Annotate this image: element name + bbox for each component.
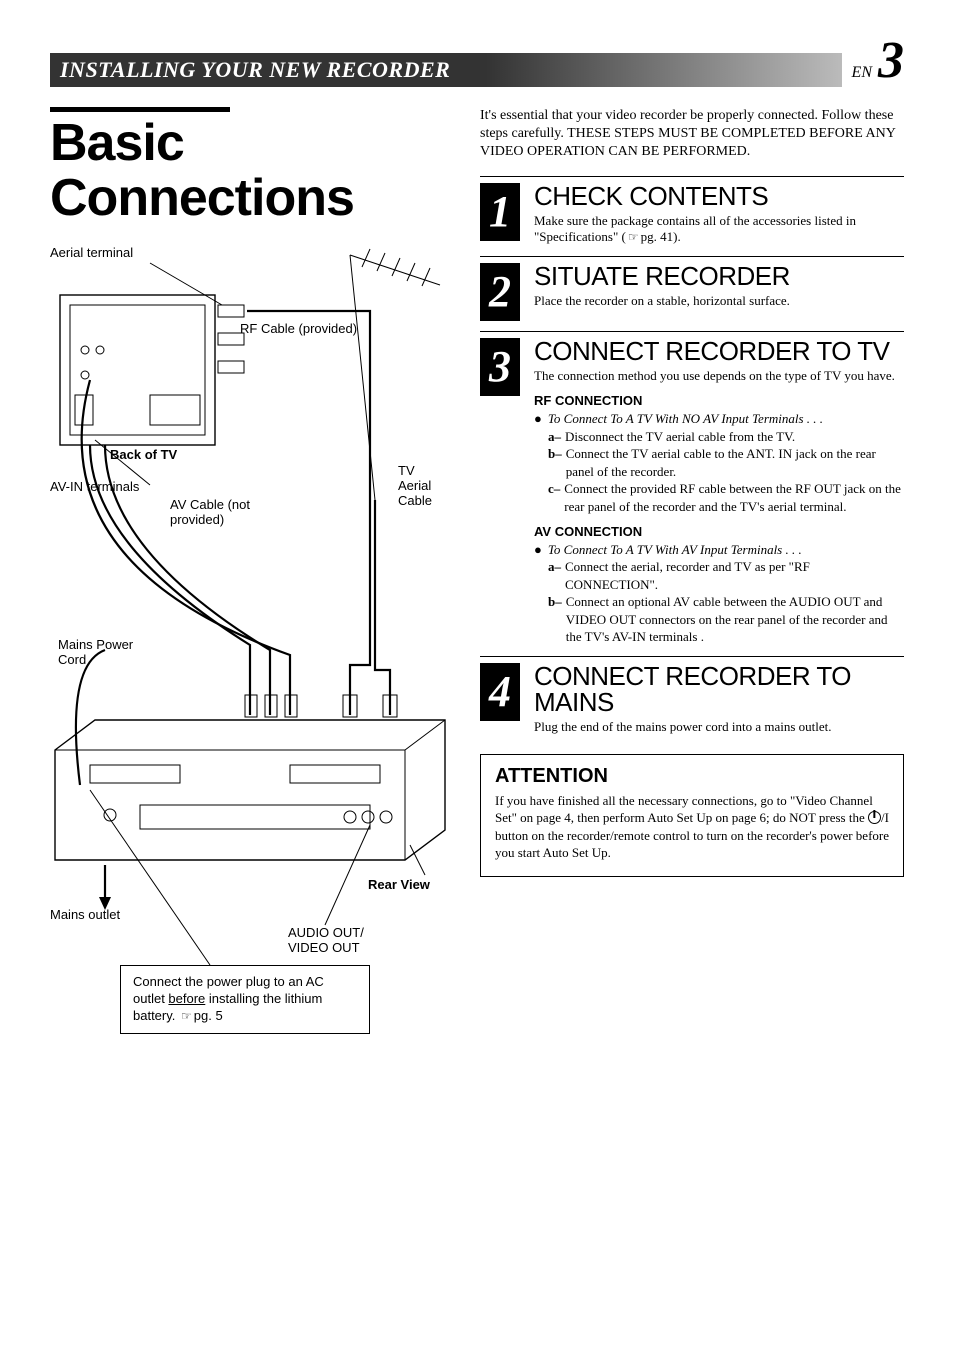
step1-pre: Make sure the package contains all of th… — [534, 213, 856, 245]
label-tv-aerial-cable: TV Aerial Cable — [398, 463, 448, 508]
label-aerial-terminal: Aerial terminal — [50, 245, 133, 260]
label-av-cable: AV Cable (not provided) — [170, 497, 270, 527]
bullet-icon: ● — [534, 541, 542, 559]
section-title: INSTALLING YOUR NEW RECORDER — [50, 53, 842, 87]
item-key: a– — [548, 558, 561, 593]
av-heading: AV CONNECTION — [534, 524, 904, 539]
attention-title: ATTENTION — [495, 765, 889, 788]
item-val: Connect the provided RF cable between th… — [564, 480, 904, 515]
item-val: Connect the TV aerial cable to the ANT. … — [566, 445, 904, 480]
step-text: The connection method you use depends on… — [534, 368, 904, 385]
left-column: Basic Connections — [50, 107, 450, 1025]
attention-pre: If you have finished all the necessary c… — [495, 793, 873, 826]
step-title: CONNECT RECORDER TO TV — [534, 338, 904, 364]
bullet-icon: ● — [534, 410, 542, 428]
label-mains-outlet: Mains outlet — [50, 907, 120, 922]
attention-post: button on the recorder/remote control to… — [495, 828, 889, 861]
item-key: a– — [548, 428, 561, 446]
main-title: Basic Connections — [50, 116, 450, 225]
av-lead: ● To Connect To A TV With AV Input Termi… — [534, 541, 904, 559]
step-3: 3 CONNECT RECORDER TO TV The connection … — [480, 331, 904, 645]
step-text: Make sure the package contains all of th… — [534, 213, 904, 247]
item-key: c– — [548, 480, 560, 515]
page-number: 3 — [878, 40, 904, 82]
step-number: 1 — [480, 183, 520, 241]
av-lead-text: To Connect To A TV With AV Input Termina… — [548, 541, 802, 559]
step-text: Plug the end of the mains power cord int… — [534, 719, 904, 736]
rf-item-a: a–Disconnect the TV aerial cable from th… — [534, 428, 904, 446]
power-icon-suffix: /I — [881, 810, 889, 825]
step-title: CONNECT RECORDER TO MAINS — [534, 663, 904, 715]
rf-lead-text: To Connect To A TV With NO AV Input Term… — [548, 410, 823, 428]
av-item-a: a–Connect the aerial, recorder and TV as… — [534, 558, 904, 593]
page-header: INSTALLING YOUR NEW RECORDER EN 3 — [50, 40, 904, 87]
label-audio-video-out: AUDIO OUT/ VIDEO OUT — [288, 925, 398, 955]
pointer-icon — [179, 1008, 194, 1023]
attention-text: If you have finished all the necessary c… — [495, 792, 889, 862]
connection-diagram: Aerial terminal RF Cable (provided) Back… — [50, 245, 450, 1025]
pointer-icon — [626, 229, 641, 244]
step1-ref: pg. 41 — [641, 229, 674, 244]
step-title: SITUATE RECORDER — [534, 263, 904, 289]
label-rf-cable: RF Cable (provided) — [240, 321, 357, 336]
label-avin-terminals: AV-IN terminals — [50, 479, 139, 494]
diagram-note: Connect the power plug to an AC outlet b… — [120, 965, 370, 1034]
item-key: b– — [548, 445, 562, 480]
item-val: Connect the aerial, recorder and TV as p… — [565, 558, 904, 593]
step-2: 2 SITUATE RECORDER Place the recorder on… — [480, 256, 904, 321]
label-rear-view: Rear View — [368, 877, 430, 892]
step-number: 3 — [480, 338, 520, 396]
step-number: 2 — [480, 263, 520, 321]
av-item-b: b–Connect an optional AV cable between t… — [534, 593, 904, 646]
note-underlined: before — [168, 991, 205, 1006]
rf-item-c: c–Connect the provided RF cable between … — [534, 480, 904, 515]
diagram-svg — [50, 245, 450, 1015]
item-val: Connect an optional AV cable between the… — [566, 593, 904, 646]
step-4: 4 CONNECT RECORDER TO MAINS Plug the end… — [480, 656, 904, 736]
step-1: 1 CHECK CONTENTS Make sure the package c… — [480, 176, 904, 247]
note-ref: pg. 5 — [194, 1008, 223, 1023]
rf-heading: RF CONNECTION — [534, 393, 904, 408]
intro-text: It's essential that your video recorder … — [480, 107, 904, 162]
lang-code: EN — [852, 64, 872, 82]
step-text: Place the recorder on a stable, horizont… — [534, 293, 904, 310]
rf-item-b: b–Connect the TV aerial cable to the ANT… — [534, 445, 904, 480]
attention-box: ATTENTION If you have finished all the n… — [480, 754, 904, 877]
power-icon — [868, 811, 881, 824]
title-rule — [50, 107, 230, 112]
rf-lead: ● To Connect To A TV With NO AV Input Te… — [534, 410, 904, 428]
step-number: 4 — [480, 663, 520, 721]
step-title: CHECK CONTENTS — [534, 183, 904, 209]
page-number-block: EN 3 — [852, 40, 904, 82]
label-mains-power-cord: Mains Power Cord — [58, 637, 148, 667]
label-back-of-tv: Back of TV — [110, 447, 177, 462]
item-key: b– — [548, 593, 562, 646]
step1-post: ). — [673, 229, 681, 244]
right-column: It's essential that your video recorder … — [480, 107, 904, 1025]
item-val: Disconnect the TV aerial cable from the … — [565, 428, 795, 446]
